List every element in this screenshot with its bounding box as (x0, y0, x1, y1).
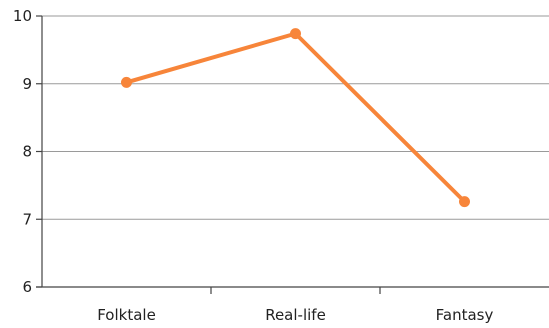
y-tick-label-9: 9 (22, 75, 32, 93)
y-tick-labels: 6 7 8 9 10 (13, 7, 32, 296)
x-tick-label-folktale: Folktale (97, 306, 156, 324)
y-tick-label-10: 10 (13, 7, 32, 25)
axes (36, 15, 549, 294)
grid-lines (42, 15, 549, 220)
data-point-real-life (290, 28, 301, 40)
y-tick-label-8: 8 (22, 143, 32, 161)
data-point-fantasy (459, 196, 470, 208)
y-tick-label-7: 7 (22, 210, 32, 228)
y-tick-label-6: 6 (22, 278, 32, 296)
x-tick-labels: Folktale Real-life Fantasy (97, 306, 493, 324)
data-point-folktale (121, 76, 132, 88)
x-tick-label-real-life: Real-life (265, 306, 326, 324)
series-group (121, 28, 470, 208)
series-line-0 (124, 31, 467, 204)
x-tick-label-fantasy: Fantasy (436, 306, 494, 324)
